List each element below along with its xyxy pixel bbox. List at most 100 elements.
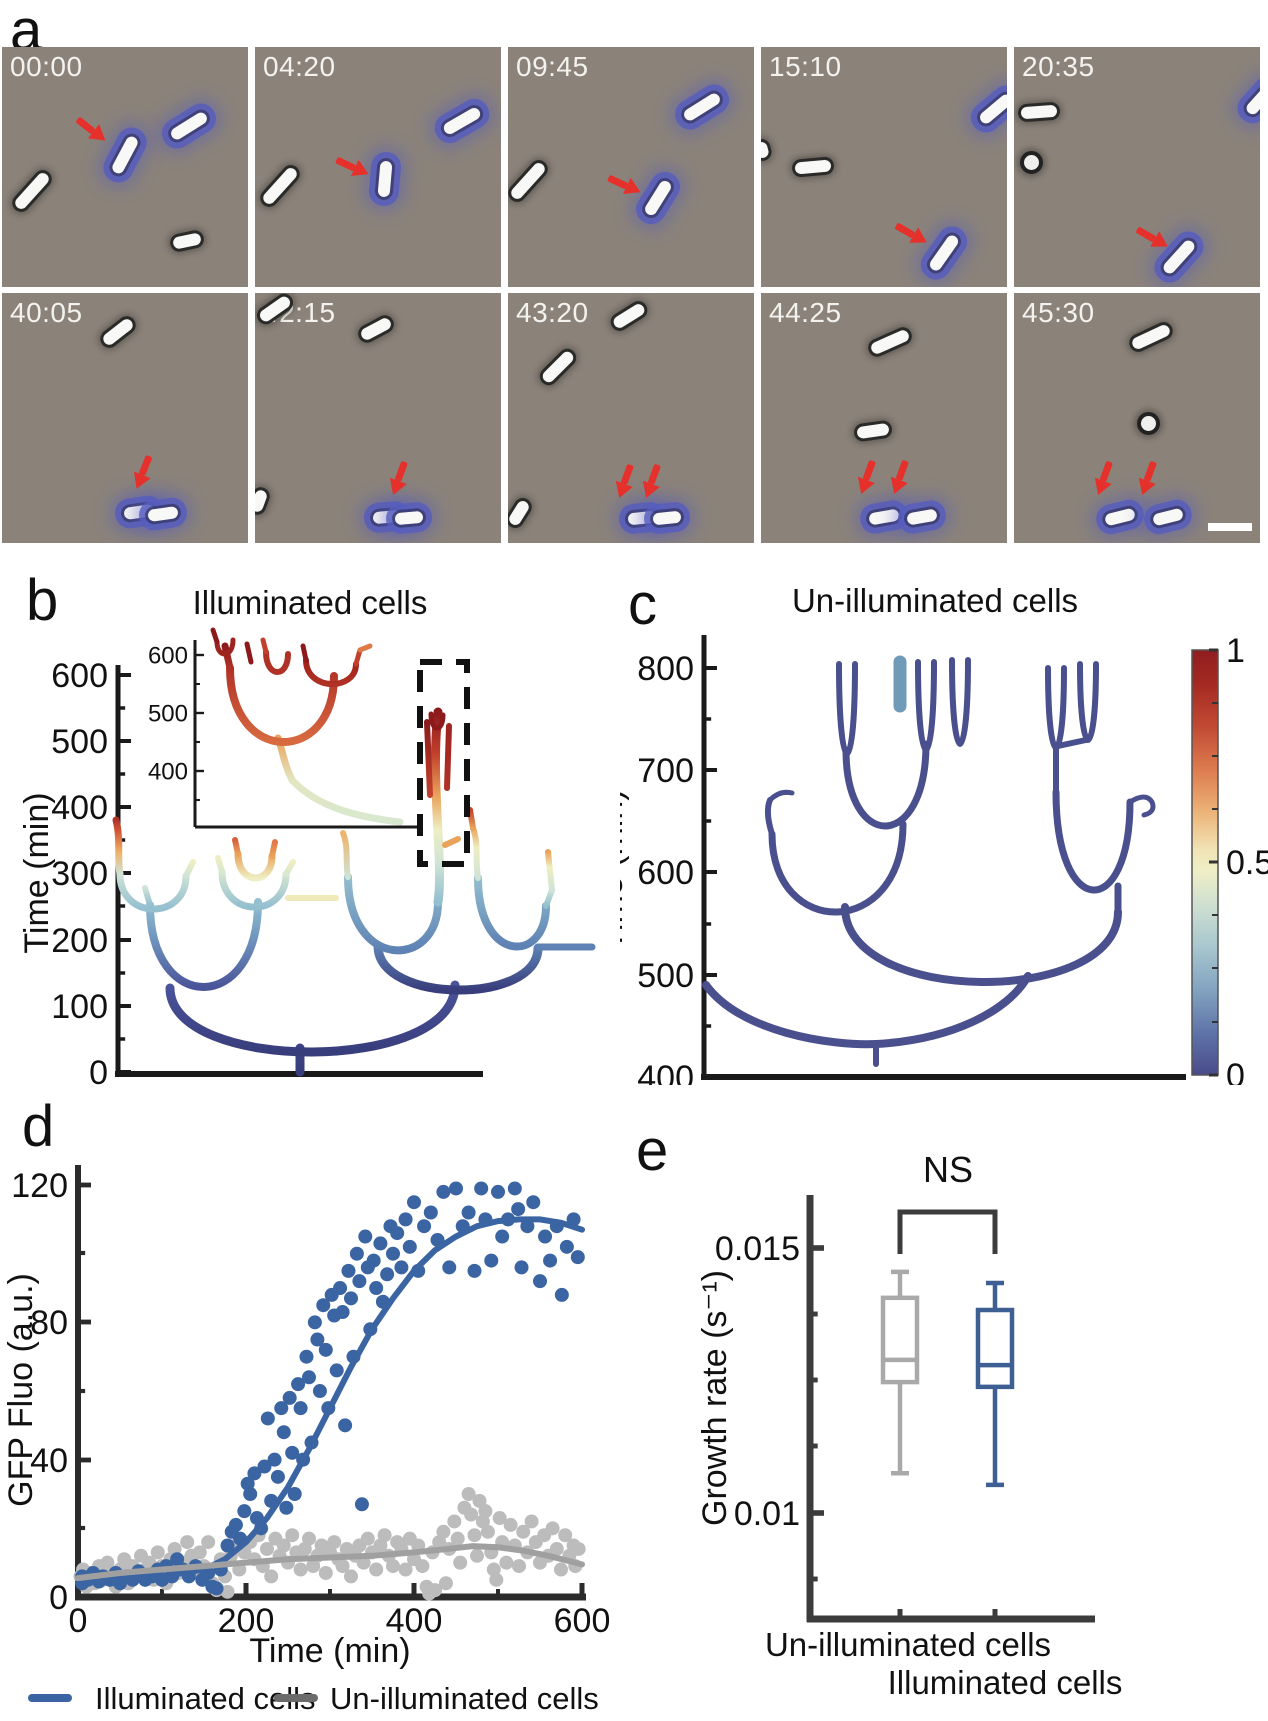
- significance-bracket: [897, 1209, 998, 1254]
- illuminated-data-point: [570, 1250, 585, 1265]
- illuminated-data-point: [285, 1445, 300, 1460]
- unilluminated-data-point: [436, 1524, 451, 1539]
- tree-branch: [300, 643, 309, 663]
- arrow-shaft: [862, 459, 877, 482]
- illuminated-data-point: [559, 1239, 574, 1254]
- tree-branch: [269, 839, 278, 859]
- unilluminated-data-point: [335, 1559, 350, 1574]
- illuminated-cell: [394, 510, 424, 526]
- unilluminated-data-point: [201, 1535, 216, 1550]
- illuminated-data-point: [467, 1263, 482, 1278]
- illuminated-cell: [1103, 507, 1136, 527]
- frame-timestamp: 04:20: [263, 51, 336, 82]
- y-tick-label: 500: [637, 957, 694, 995]
- tree-branch: [215, 855, 225, 875]
- pointer-arrow-icon: [384, 459, 413, 499]
- lineage-tree-illuminated-plot: Illuminated cells Time (min) 600 500 400 300 2…: [18, 584, 596, 1085]
- illuminated-data-point: [333, 1281, 348, 1296]
- illuminated-cell: [682, 91, 723, 123]
- panel-c-title: Un-illuminated cells: [792, 582, 1078, 619]
- illuminated-data-point: [260, 1411, 275, 1426]
- illuminated-data-point: [293, 1401, 308, 1416]
- colorbar-tick-label: 1: [1226, 632, 1245, 670]
- tree-branch: [183, 859, 196, 879]
- unilluminated-data-point: [192, 1545, 207, 1560]
- tree-branch: [842, 740, 930, 830]
- unilluminated-data-point: [516, 1524, 531, 1539]
- tree-branch: [767, 789, 795, 803]
- tree-branch: [288, 776, 404, 826]
- pointer-arrow-icon: [128, 453, 158, 493]
- cell: [358, 316, 393, 343]
- cell: [794, 159, 832, 175]
- tree-branch: [1052, 788, 1134, 894]
- panel-label-c: c: [628, 572, 657, 637]
- arrow-head: [1089, 478, 1112, 499]
- pointer-arrow-icon: [1133, 221, 1173, 255]
- tree-branch: [1045, 665, 1067, 752]
- tree-branch: [344, 873, 442, 955]
- unilluminated-data-point: [524, 1514, 539, 1529]
- tree-branch: [444, 723, 452, 791]
- arrow-shaft: [139, 454, 154, 477]
- y-tick-label: 600: [51, 657, 108, 695]
- illuminated-data-point: [554, 1287, 569, 1302]
- illuminated-cell: [652, 510, 682, 526]
- unilluminated-data-point: [293, 1562, 308, 1577]
- unilluminated-data-point: [220, 1584, 235, 1599]
- cell: [1129, 322, 1172, 351]
- unilluminated-data-point: [503, 1517, 518, 1532]
- panel-b-title: Illuminated cells: [193, 584, 428, 621]
- illuminated-data-point: [398, 1212, 413, 1227]
- cell: [171, 232, 202, 251]
- y-tick-label: 100: [51, 988, 108, 1026]
- y-tick-label: 0: [89, 1054, 108, 1085]
- illuminated-data-point: [511, 1202, 526, 1217]
- unilluminated-data-point: [264, 1569, 279, 1584]
- tree-branch: [210, 627, 220, 645]
- unilluminated-data-point: [499, 1555, 514, 1570]
- illuminated-data-point: [538, 1229, 553, 1244]
- unilluminated-data-point: [467, 1528, 482, 1543]
- micrograph-frame: 42:15: [255, 293, 501, 543]
- illuminated-data-point: [267, 1452, 282, 1467]
- tree-branch: [424, 719, 433, 798]
- tree-branch: [340, 830, 351, 880]
- y-tick-label: 400: [51, 789, 108, 827]
- pointer-arrow-icon: [333, 151, 373, 183]
- pointer-arrow-icon: [1133, 459, 1162, 499]
- frame-timestamp: 00:00: [10, 51, 83, 82]
- y-tick-label: 600: [637, 854, 694, 892]
- y-tick-label: 800: [637, 650, 694, 688]
- legend-label: Un-illuminated cells: [330, 1681, 599, 1716]
- cell: [100, 316, 135, 347]
- scale-bar: [1208, 523, 1253, 531]
- illuminated-data-point: [407, 1195, 421, 1210]
- unilluminated-data-point: [470, 1548, 484, 1563]
- unilluminated-data-point: [453, 1555, 468, 1570]
- tree-branch: [263, 649, 291, 675]
- tree-branch: [836, 661, 858, 757]
- tree-branch: [430, 707, 445, 907]
- box-plot-illuminated: [975, 1280, 1015, 1488]
- box: [975, 1307, 1015, 1390]
- tree-branch: [357, 643, 373, 653]
- pointer-arrow-icon: [892, 217, 932, 251]
- illuminated-data-point: [442, 1260, 457, 1275]
- unilluminated-data-point: [478, 1504, 493, 1519]
- y-tick-label: 600: [148, 642, 188, 669]
- y-tick-label: 0.01: [734, 1495, 800, 1533]
- pointer-arrow-icon: [72, 112, 111, 148]
- tree-branch: [1127, 794, 1156, 818]
- tree-branch: [218, 868, 290, 911]
- unilluminated-data-point: [571, 1541, 586, 1556]
- illuminated-data-point: [338, 1418, 353, 1433]
- box: [880, 1295, 920, 1385]
- unilluminated-fit-curve: [75, 1543, 585, 1582]
- micrograph-frame: 04:20: [255, 47, 501, 287]
- illuminated-data-point: [449, 1181, 463, 1196]
- illuminated-data-point: [228, 1517, 243, 1532]
- panel-label-d: d: [22, 1094, 55, 1159]
- unilluminated-data-point: [386, 1559, 400, 1574]
- cell: [1020, 151, 1044, 175]
